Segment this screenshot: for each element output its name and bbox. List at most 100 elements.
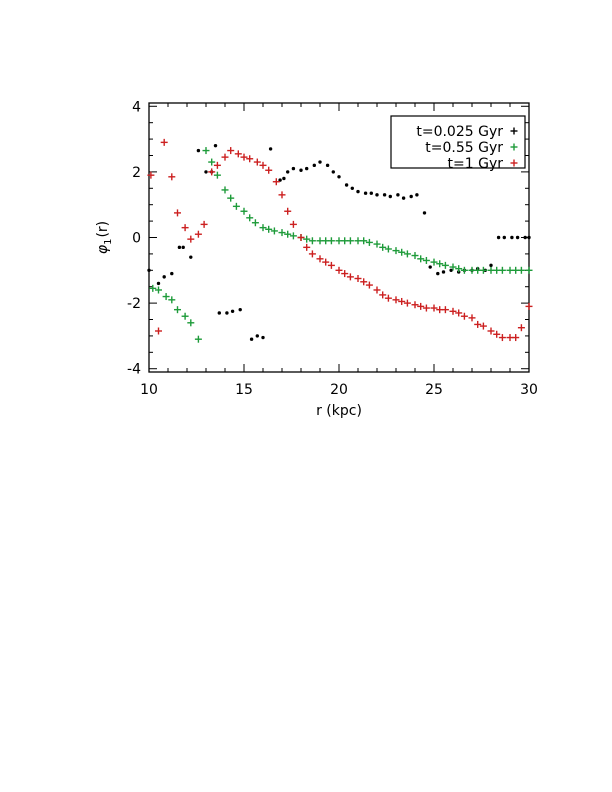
data-point: [261, 335, 265, 340]
data-point: [253, 158, 261, 166]
data-point: [388, 194, 392, 199]
data-point: [350, 186, 354, 190]
data-point: [238, 307, 242, 312]
data-point: [265, 166, 273, 174]
data-point: [396, 193, 400, 197]
data-point: [322, 258, 330, 266]
legend-label: t=0.55 Gyr: [425, 140, 503, 156]
data-point: [272, 178, 280, 186]
data-point: [259, 224, 267, 232]
data-point: [422, 304, 430, 312]
data-point: [255, 334, 259, 338]
data-point: [213, 161, 221, 169]
data-point: [181, 224, 189, 232]
data-point: [512, 334, 520, 342]
data-point: [360, 237, 368, 245]
data-point: [479, 266, 487, 274]
data-point: [265, 225, 273, 233]
data-point: [208, 168, 216, 176]
data-point: [289, 232, 297, 240]
data-point: [346, 273, 354, 281]
data-point: [200, 220, 208, 228]
data-point: [510, 235, 514, 240]
data-point: [303, 243, 311, 251]
data-point: [415, 193, 419, 197]
x-tick-label: 10: [140, 382, 158, 398]
data-point: [240, 153, 248, 161]
data-point: [356, 189, 360, 194]
data-point: [525, 302, 533, 310]
data-point: [204, 170, 208, 174]
data-point: [354, 275, 362, 283]
data-point: [217, 311, 221, 315]
data-point: [284, 207, 292, 215]
data-point: [369, 191, 373, 195]
data-point: [441, 270, 446, 274]
data-point: [282, 176, 286, 181]
data-point: [194, 230, 202, 238]
data-point: [221, 153, 229, 161]
data-point: [327, 237, 335, 245]
data-point: [196, 148, 201, 153]
data-point: [303, 235, 311, 243]
data-point: [259, 161, 267, 169]
legend-label: t=1 Gyr: [448, 156, 504, 172]
data-point: [230, 309, 235, 314]
data-point: [398, 297, 406, 305]
data-point: [278, 191, 286, 199]
data-point: [489, 263, 493, 268]
data-point: [365, 281, 373, 289]
data-point: [335, 266, 343, 274]
data-point: [316, 255, 324, 263]
data-point: [422, 256, 430, 264]
legend-marker: [510, 159, 518, 167]
data-point: [449, 268, 453, 273]
data-point: [360, 278, 368, 286]
data-point: [168, 173, 176, 181]
series-2: [149, 147, 533, 343]
data-point: [375, 193, 379, 197]
data-point: [441, 306, 449, 314]
data-point: [162, 275, 166, 279]
data-point: [384, 294, 392, 302]
y-tick-label: 4: [132, 99, 141, 115]
data-point: [189, 255, 193, 259]
data-point: [379, 291, 387, 299]
data-point: [149, 284, 157, 292]
data-point: [155, 327, 162, 335]
data-point: [240, 207, 248, 215]
data-point: [278, 229, 286, 237]
data-point: [270, 227, 278, 235]
data-point: [417, 302, 425, 310]
x-tick-label: 15: [235, 382, 253, 398]
data-point: [487, 327, 495, 335]
data-point: [417, 255, 425, 263]
data-point: [181, 245, 185, 250]
data-point: [455, 309, 463, 317]
data-point: [517, 324, 525, 332]
data-point: [363, 191, 368, 195]
data-point: [365, 238, 373, 246]
data-point: [498, 334, 506, 342]
data-point: [291, 166, 296, 171]
data-point: [474, 320, 482, 328]
y-tick-label: 2: [132, 165, 141, 181]
data-point: [268, 147, 273, 151]
data-point: [422, 211, 427, 215]
y-tick-label: -2: [127, 296, 141, 312]
data-point: [496, 235, 501, 240]
data-point: [384, 245, 392, 253]
data-point: [430, 258, 438, 266]
data-point: [174, 209, 181, 217]
data-point: [299, 168, 303, 172]
data-point: [479, 322, 487, 330]
data-point: [373, 240, 381, 248]
data-point: [403, 299, 411, 307]
data-point: [286, 170, 290, 174]
data-point: [318, 160, 322, 164]
data-point: [337, 175, 341, 179]
data-point: [527, 235, 531, 240]
data-point: [331, 170, 335, 174]
